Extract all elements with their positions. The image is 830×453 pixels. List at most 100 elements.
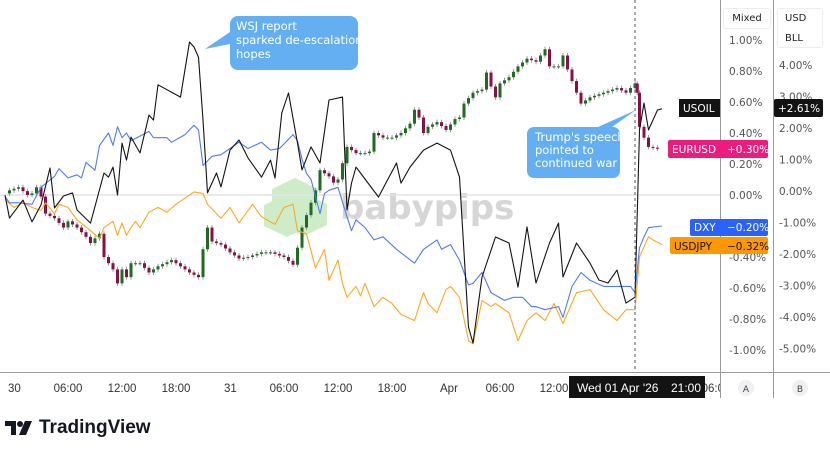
eurusd-candle xyxy=(651,146,655,148)
eurusd-candle xyxy=(53,215,56,219)
eurusd-candle xyxy=(489,72,493,87)
eurusd-candle xyxy=(350,146,353,151)
eurusd-candle xyxy=(21,187,25,192)
eurusd-candle xyxy=(165,262,169,265)
eurusd-candle xyxy=(440,122,443,127)
eurusd-candle xyxy=(557,66,560,68)
eurusd-candle xyxy=(516,66,520,72)
eurusd-candle xyxy=(102,233,106,257)
usoil-value: +2.61% xyxy=(778,103,820,115)
left-scale-header-text: Mixed xyxy=(732,13,762,24)
left-scale-tick: 0.60% xyxy=(729,97,762,109)
eurusd-candle xyxy=(372,133,376,152)
eurusd-candle xyxy=(237,255,241,259)
watermark-text: babypips xyxy=(340,188,514,228)
right-scale-tick: -5.00% xyxy=(779,344,816,356)
eurusd-candle xyxy=(359,153,362,155)
left-scale-button[interactable]: A xyxy=(738,380,754,396)
time-axis-tick: 12:00 xyxy=(324,383,353,395)
dxy-last-label: DXY −0.20% xyxy=(690,219,769,236)
right-scale-tick: 4.00% xyxy=(779,60,812,72)
right-scale-ticks[interactable]: 4.00%3.00%2.00%1.00%0.00%-1.00%-2.00%-3.… xyxy=(779,60,816,356)
eurusd-candle xyxy=(120,269,124,284)
callout-trump-line-3: continued war xyxy=(535,156,617,170)
eurusd-candle xyxy=(512,71,515,78)
eurusd-candle xyxy=(539,55,542,62)
eurusd-candle xyxy=(156,266,160,270)
time-axis-tick: 12:00 xyxy=(540,383,569,395)
right-scale-tick: 1.00% xyxy=(779,155,812,167)
tradingview-logo[interactable]: TradingView xyxy=(5,417,151,439)
eurusd-candle xyxy=(62,222,65,228)
usoil-series xyxy=(4,41,663,344)
time-axis-tick: 31 xyxy=(224,383,237,395)
eurusd-candle xyxy=(620,88,623,91)
callout-trump: Trump's speech pointed to continued war xyxy=(527,110,636,178)
dxy-series xyxy=(4,124,663,318)
eurusd-candle xyxy=(17,187,20,189)
eurusd-candle xyxy=(296,247,299,265)
right-scale-header[interactable]: USD BLL xyxy=(777,8,823,48)
right-scale-tick: -3.00% xyxy=(779,281,816,293)
eurusd-candle xyxy=(332,176,335,183)
eurusd-candle xyxy=(273,252,277,254)
eurusd-candle xyxy=(530,58,533,61)
eurusd-candle xyxy=(291,260,295,265)
left-scale-button-label: A xyxy=(743,385,750,395)
right-scale-tick: 2.00% xyxy=(779,123,812,135)
eurusd-candle xyxy=(93,238,97,244)
eurusd-candle xyxy=(426,126,430,133)
eurusd-candle xyxy=(485,72,488,90)
eurusd-candle xyxy=(408,123,412,129)
left-scale-header[interactable]: Mixed xyxy=(723,8,771,29)
eurusd-candle xyxy=(611,89,614,92)
time-axis-tick: Apr xyxy=(440,383,458,395)
right-scale-header-line1: USD xyxy=(785,13,807,24)
eurusd-candle xyxy=(642,126,646,138)
right-scale-button[interactable]: B xyxy=(792,380,808,396)
time-axis-tick: 30 xyxy=(8,383,21,395)
eurusd-candle xyxy=(305,215,308,228)
dxy-line xyxy=(4,124,663,318)
left-scale-ticks[interactable]: 1.00% 0.80% 0.60% 0.40% 0.20% 0.00% -0.40% -0.6… xyxy=(729,35,766,357)
eurusd-candle xyxy=(525,58,529,63)
eurusd-candle xyxy=(341,163,344,180)
left-scale-tick: 0.00% xyxy=(729,190,762,202)
price-scales-bg xyxy=(720,0,830,398)
eurusd-candle xyxy=(566,55,569,70)
eurusd-candle xyxy=(629,88,632,93)
eurusd-candle xyxy=(174,260,178,264)
time-axis-tick: 06:00 xyxy=(54,383,83,395)
eurusd-candle xyxy=(287,257,290,261)
tradingview-logo-text: TradingView xyxy=(39,417,151,438)
crosshair-time-label: Wed 01 Apr '26 21:00 xyxy=(569,376,705,398)
eurusd-candle xyxy=(453,119,457,125)
eurusd-candle xyxy=(570,69,574,82)
callout-wsj: WSJ report sparked de-escalation hopes xyxy=(205,16,363,70)
usdjpy-line xyxy=(4,191,663,345)
eurusd-candle xyxy=(399,133,403,136)
eurusd-candle xyxy=(336,179,340,183)
eurusd-candle xyxy=(246,257,250,258)
eurusd-candle xyxy=(422,117,425,133)
cubes-logo xyxy=(264,178,327,237)
usdjpy-series xyxy=(4,191,663,345)
eurusd-candle xyxy=(449,124,452,130)
eurusd-candle xyxy=(395,135,398,138)
eurusd-candle xyxy=(404,128,407,133)
right-scale-tick: -2.00% xyxy=(779,249,816,261)
eurusd-candle xyxy=(197,274,200,278)
dxy-value: −0.20% xyxy=(727,222,769,234)
eurusd-candle xyxy=(588,97,592,101)
eurusd-candle xyxy=(147,267,151,273)
eurusd-candle xyxy=(260,252,263,254)
eurusd-candle xyxy=(548,49,551,67)
eurusd-candle xyxy=(467,98,470,104)
crosshair-time: 21:00 xyxy=(671,381,701,395)
crosshair-date: Wed 01 Apr '26 xyxy=(577,381,659,395)
eurusd-last-label: EURUSD +0.30% xyxy=(668,140,769,158)
usoil-last-label: USOIL +2.61% xyxy=(679,99,823,117)
eurusd-candle xyxy=(521,62,524,67)
time-axis-ticks[interactable]: 30 06:00 12:00 18:00 31 06:00 12:00 18:00 Apr 06:… xyxy=(8,383,730,395)
